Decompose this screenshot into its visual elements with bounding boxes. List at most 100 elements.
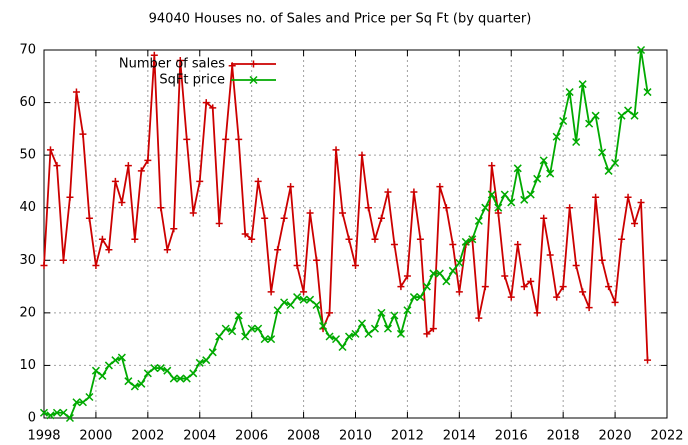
data-point: [409, 293, 418, 302]
data-point: [390, 241, 398, 249]
data-point: [39, 408, 49, 417]
data-point: [552, 132, 561, 141]
data-point: [209, 104, 217, 112]
data-point: [293, 262, 301, 270]
data-point: [338, 342, 347, 352]
data-point: [416, 293, 425, 302]
data-point: [339, 209, 347, 217]
data-point: [526, 190, 535, 199]
data-point: [572, 262, 580, 270]
data-point: [371, 235, 379, 243]
data-point: [591, 111, 600, 120]
data-point: [494, 203, 503, 212]
data-point: [455, 258, 464, 267]
data-point: [631, 219, 639, 227]
data-point: [396, 329, 405, 338]
data-point: [345, 235, 353, 243]
x-tick-label: 2018: [547, 429, 580, 444]
data-point: [630, 111, 639, 120]
data-point: [78, 398, 87, 407]
data-point: [156, 364, 165, 373]
data-point: [559, 116, 568, 126]
legend-marker: [250, 60, 257, 68]
data-point: [357, 319, 367, 328]
data-point: [319, 321, 328, 331]
data-point: [313, 256, 321, 264]
data-point: [59, 256, 67, 264]
data-point: [66, 193, 74, 201]
data-point: [254, 324, 263, 333]
data-point: [118, 198, 126, 206]
y-tick-label: 30: [19, 253, 36, 268]
data-point: [611, 158, 620, 168]
data-point: [137, 167, 145, 175]
data-point: [377, 214, 385, 222]
data-point: [176, 57, 184, 65]
data-point: [52, 408, 62, 417]
chart-title: 94040 Houses no. of Sales and Price per …: [149, 12, 532, 27]
data-point: [104, 361, 113, 370]
plot-frame: [43, 49, 668, 419]
data-point: [53, 162, 61, 170]
x-tick-label: 2006: [235, 429, 268, 444]
y-tick-label: 20: [19, 305, 36, 320]
data-point: [475, 314, 483, 322]
data-point: [215, 219, 223, 227]
data-point: [163, 366, 172, 375]
data-point: [332, 335, 341, 344]
legend-label: Number of sales: [119, 57, 225, 72]
data-point: [183, 135, 191, 143]
data-point: [500, 190, 509, 199]
data-point: [507, 198, 516, 207]
x-tick-label: 2016: [495, 429, 528, 444]
data-point: [163, 246, 171, 254]
y-tick-label: 50: [19, 148, 36, 163]
data-point: [481, 283, 489, 291]
data-point: [585, 119, 594, 128]
data-point: [46, 411, 55, 420]
data-point: [442, 277, 451, 286]
data-point: [572, 137, 581, 147]
data-point: [98, 371, 107, 380]
data-point: [605, 283, 613, 291]
data-point: [273, 306, 282, 315]
y-tick-label: 10: [19, 358, 36, 373]
data-point: [117, 353, 126, 362]
data-point: [429, 269, 438, 278]
data-point: [559, 283, 567, 291]
data-point: [228, 327, 237, 336]
data-point: [358, 151, 366, 159]
y-tick-label: 60: [19, 95, 36, 110]
data-point: [377, 308, 386, 317]
data-point: [176, 374, 185, 383]
data-point: [501, 272, 509, 280]
data-point: [565, 88, 574, 97]
data-point: [624, 106, 633, 115]
y-tick-label: 70: [19, 43, 36, 58]
data-point: [487, 190, 496, 199]
data-point: [247, 324, 256, 333]
x-tick-label: 2000: [79, 429, 112, 444]
data-point: [546, 169, 555, 178]
data-point: [390, 311, 399, 320]
data-point: [182, 374, 191, 383]
data-point: [195, 358, 204, 367]
x-tick-label: 2008: [287, 429, 320, 444]
data-point: [221, 324, 230, 333]
data-point: [124, 377, 133, 386]
data-point: [260, 335, 269, 344]
data-point: [383, 324, 392, 333]
data-point: [468, 235, 477, 244]
data-point: [287, 183, 295, 191]
y-tick-label: 40: [19, 200, 36, 215]
data-point: [624, 193, 632, 201]
data-point: [65, 413, 74, 423]
legend-label: SqFt price: [159, 73, 225, 88]
data-point: [397, 283, 405, 291]
data-point: [442, 204, 450, 212]
data-point: [40, 262, 48, 270]
data-point: [130, 382, 139, 391]
data-point: [514, 241, 522, 249]
data-point: [598, 256, 606, 264]
data-point: [189, 209, 197, 217]
